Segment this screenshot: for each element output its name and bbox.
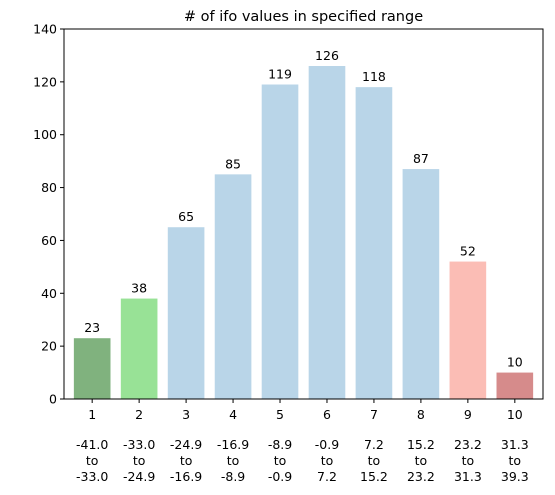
range-label-line: -0.9: [268, 469, 292, 484]
range-label-line: to: [415, 453, 428, 468]
range-label-line: to: [462, 453, 475, 468]
range-label-line: -8.9: [221, 469, 245, 484]
range-label-line: -41.0: [76, 437, 108, 452]
x-tick-label: 6: [323, 407, 331, 422]
x-tick-label: 2: [135, 407, 143, 422]
x-tick-label: 8: [417, 407, 425, 422]
range-label-line: 7.2: [364, 437, 384, 452]
bar-value-label: 119: [268, 67, 292, 82]
y-tick-label: 20: [41, 339, 57, 354]
bar-7: [355, 87, 393, 400]
y-tick-label: 40: [41, 286, 57, 301]
bar-2: [120, 298, 158, 399]
y-tick-label: 100: [33, 127, 57, 142]
bar-value-label: 87: [413, 151, 429, 166]
bar-value-label: 65: [178, 209, 194, 224]
range-label-line: to: [368, 453, 381, 468]
range-label-line: -33.0: [123, 437, 155, 452]
plot-frame: [63, 28, 544, 400]
bar-value-label: 23: [84, 320, 100, 335]
range-label-line: 7.2: [317, 469, 337, 484]
range-label-line: to: [180, 453, 193, 468]
bar-value-label: 126: [315, 48, 339, 63]
range-label-line: to: [86, 453, 99, 468]
x-tick-label: 10: [507, 407, 523, 422]
x-tick-label: 7: [370, 407, 378, 422]
bar-3: [167, 227, 205, 399]
range-label-line: 23.2: [454, 437, 482, 452]
range-label-line: to: [274, 453, 287, 468]
y-tick-label: 0: [49, 392, 57, 407]
x-tick-label: 3: [182, 407, 190, 422]
bar-value-label: 38: [131, 281, 147, 296]
range-label-line: 15.2: [407, 437, 435, 452]
chart-title: # of ifo values in specified range: [184, 9, 423, 25]
range-label-line: 31.3: [501, 437, 529, 452]
bar-1: [73, 338, 111, 399]
range-label-line: -8.9: [268, 437, 292, 452]
y-tick-label: 140: [33, 22, 57, 37]
bars: [73, 66, 534, 400]
y-axis-ticks: 0 20 40 60 80 100 120 140: [33, 22, 64, 407]
x-range-labels: -41.0to-33.0-33.0to-24.9-24.9to-16.9-16.…: [76, 437, 529, 484]
axes: [63, 28, 544, 400]
bar-9: [449, 261, 487, 399]
range-label-line: to: [509, 453, 522, 468]
x-axis-ticks: 1 2 3 4 5 6 7 8 9 10: [88, 399, 523, 422]
bar-value-label: 10: [507, 355, 523, 370]
bar-labels: 23 38 65 85 119 126 118 87 52 10: [84, 48, 523, 370]
range-label-line: to: [133, 453, 146, 468]
range-label-line: to: [321, 453, 334, 468]
range-label-line: -24.9: [170, 437, 202, 452]
y-tick-label: 80: [41, 180, 57, 195]
bar-8: [402, 169, 440, 399]
y-tick-label: 120: [33, 74, 57, 89]
range-label-line: 39.3: [501, 469, 529, 484]
range-label-line: -24.9: [123, 469, 155, 484]
range-label-line: to: [227, 453, 240, 468]
bar-10: [496, 372, 534, 399]
bar-6: [308, 66, 346, 399]
bar-value-label: 118: [362, 69, 386, 84]
bar-5: [261, 84, 299, 399]
range-label-line: 31.3: [454, 469, 482, 484]
y-tick-label: 60: [41, 233, 57, 248]
x-tick-label: 4: [229, 407, 237, 422]
range-label-line: 15.2: [360, 469, 388, 484]
bar-value-label: 52: [460, 244, 476, 259]
range-label-line: 23.2: [407, 469, 435, 484]
x-tick-label: 1: [88, 407, 96, 422]
range-label-line: -16.9: [170, 469, 202, 484]
range-label-line: -16.9: [217, 437, 249, 452]
x-tick-label: 9: [464, 407, 472, 422]
range-label-line: -0.9: [315, 437, 339, 452]
range-label-line: -33.0: [76, 469, 108, 484]
bar-value-label: 85: [225, 156, 241, 171]
x-tick-label: 5: [276, 407, 284, 422]
bar-4: [214, 174, 252, 399]
